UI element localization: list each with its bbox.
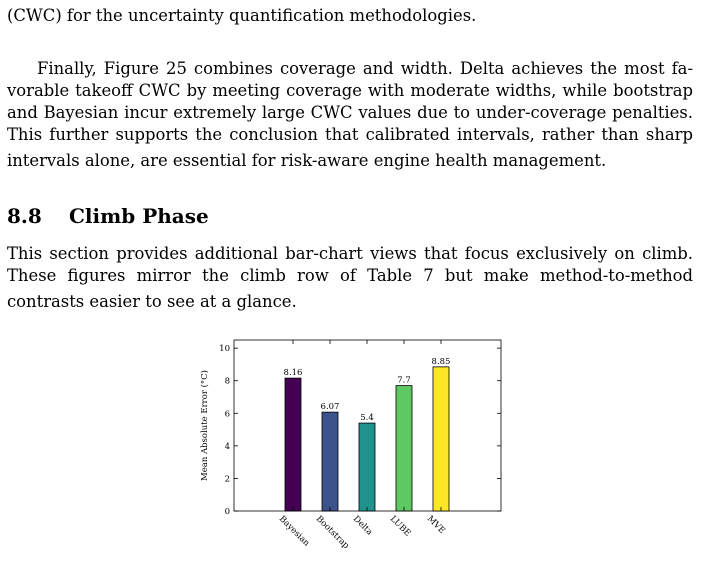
text-line: contrasts easier to see at a glance.	[7, 292, 297, 311]
y-tick-label: 10	[219, 344, 230, 354]
y-tick-label: 4	[225, 442, 230, 452]
text-line: vorable takeoff CWC by meeting coverage …	[7, 81, 693, 100]
text-line: and Bayesian incur extremely large CWC v…	[7, 103, 693, 122]
bar-mve	[432, 366, 450, 512]
section-heading: 8.8 Climb Phase	[7, 204, 209, 228]
y-tick-label: 8	[225, 377, 230, 387]
bar-bootstrap	[321, 411, 339, 512]
y-tick-label: 2	[225, 474, 230, 484]
x-tick-label: LUBE	[388, 514, 413, 539]
y-tick-label: 6	[225, 409, 230, 419]
text-line: This section provides additional bar-cha…	[7, 244, 693, 263]
x-tick-label: Bayesian	[277, 514, 312, 549]
text-line: This further supports the conclusion tha…	[7, 125, 693, 144]
bar-value-label: 6.07	[321, 402, 340, 412]
bar-lube	[395, 385, 413, 512]
x-tick-label: Delta	[351, 514, 374, 537]
bar-value-label: 5.4	[360, 413, 374, 423]
bar-bayesian	[284, 377, 302, 512]
section-number: 8.8	[7, 204, 42, 228]
text-line: These figures mirror the climb row of Ta…	[7, 266, 693, 285]
y-axis-label: Mean Absolute Error (°C)	[199, 370, 210, 481]
bar-chart: 0 2 4 6 8 10 Mean Absolute Error (°C) 8.16 Bayes…	[199, 339, 502, 551]
text-line: intervals alone, are essential for risk-…	[7, 151, 607, 170]
y-tick-label: 0	[225, 507, 230, 517]
text-line: (CWC) for the uncertainty quantification…	[7, 6, 477, 25]
x-tick-label: Bootstrap	[314, 514, 351, 551]
bar-value-label: 8.16	[284, 368, 303, 378]
bar-delta	[358, 422, 376, 512]
bar-value-label: 7.7	[397, 376, 411, 386]
x-tick-label: MVE	[425, 514, 447, 536]
text-line: Finally, Figure 25 combines coverage and…	[37, 59, 693, 78]
bar-value-label: 8.85	[432, 357, 451, 367]
section-title: Climb Phase	[69, 204, 209, 228]
plot-area: 0 2 4 6 8 10 Mean Absolute Error (°C) 8.16 Bayes…	[199, 339, 502, 551]
